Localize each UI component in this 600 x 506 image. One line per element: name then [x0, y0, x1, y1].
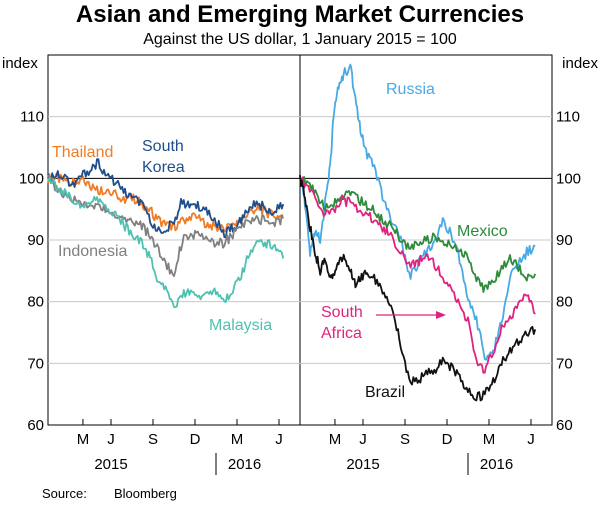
y-tick-label-right: 80: [556, 294, 573, 311]
x-tick-label: J: [275, 431, 283, 448]
x-tick-label: S: [400, 431, 410, 448]
y-tick-label-left: 70: [27, 355, 44, 372]
x-tick-label: J: [359, 431, 367, 448]
x-tick-label: J: [107, 431, 115, 448]
series-line-brazil: [299, 174, 537, 402]
y-tick-label-left: 60: [27, 417, 44, 434]
chart-subtitle: Against the US dollar, 1 January 2015 = …: [143, 31, 457, 48]
series-line-russia: [299, 63, 536, 361]
series-label: Mexico: [457, 223, 508, 240]
year-label: 2016: [228, 456, 261, 473]
series-line-indonesia: [47, 174, 285, 278]
series-line-south-africa: [299, 175, 536, 374]
series-lines: [47, 63, 537, 402]
y-tick-label-right: 110: [556, 109, 580, 126]
year-label: 2016: [480, 456, 513, 473]
y-tick-label-left: 100: [19, 170, 44, 187]
source-value: Bloomberg: [114, 486, 177, 501]
x-tick-label: M: [329, 431, 342, 448]
y-tick-label-right: 90: [556, 232, 573, 249]
series-label: Indonesia: [58, 243, 127, 260]
series-label: Africa: [321, 325, 362, 342]
series-line-malaysia: [47, 176, 285, 309]
y-axis-label-right: index: [562, 55, 598, 72]
x-tick-label: D: [442, 431, 453, 448]
y-tick-label-right: 100: [556, 170, 581, 187]
source-label: Source:: [42, 486, 87, 501]
series-labels: Thailand South Korea Indonesia Malaysia Russi…: [52, 81, 508, 401]
x-tick-label: J: [527, 431, 535, 448]
y-axis-left: 60 70 80 90 100 110: [19, 109, 44, 434]
series-label: South: [321, 304, 363, 321]
chart-title: Asian and Emerging Market Currencies: [76, 1, 524, 28]
y-tick-label-right: 60: [556, 417, 573, 434]
y-axis-right: 60 70 80 90 100 110: [556, 109, 581, 434]
y-axis-label-left: index: [2, 55, 38, 72]
series-label: Thailand: [52, 144, 113, 161]
y-tick-label-left: 110: [20, 109, 44, 126]
series-line-mexico: [299, 176, 537, 293]
series-line-thailand: [47, 172, 284, 233]
series-label: Malaysia: [209, 317, 272, 334]
x-tick-label: M: [231, 431, 244, 448]
series-line-south-korea: [47, 158, 285, 239]
x-tick-label: M: [483, 431, 496, 448]
year-label: 2015: [94, 456, 127, 473]
south-africa-arrow-head: [436, 311, 446, 319]
series-label: Brazil: [365, 384, 405, 401]
gridlines: [48, 116, 552, 364]
y-tick-label-left: 80: [27, 294, 44, 311]
series-label: South: [142, 138, 184, 155]
y-tick-label-right: 70: [556, 355, 573, 372]
x-tick-label: M: [77, 431, 90, 448]
series-label: Korea: [142, 159, 185, 176]
y-tick-label-left: 90: [27, 232, 44, 249]
x-tick-label: D: [190, 431, 201, 448]
x-tick-label: S: [148, 431, 158, 448]
series-label: Russia: [386, 81, 435, 98]
year-label: 2015: [346, 456, 379, 473]
